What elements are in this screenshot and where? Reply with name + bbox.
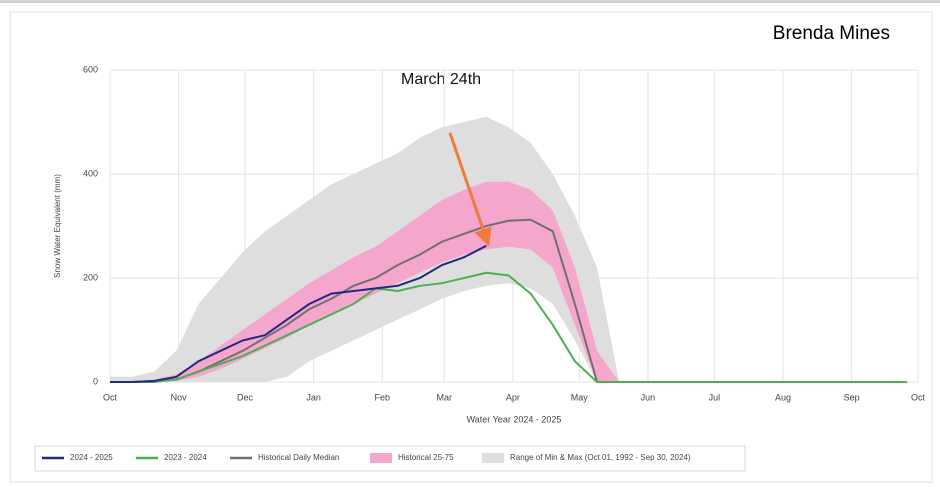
x-axis-label: Water Year 2024 - 2025 [467, 414, 562, 424]
legend-swatch [482, 453, 504, 463]
line [110, 271, 907, 383]
x-tick-label: Jan [306, 392, 321, 402]
x-tick-label: May [571, 392, 589, 402]
x-tick-label: Nov [171, 392, 188, 402]
legend-label: 2024 - 2025 [70, 453, 113, 462]
x-tick-label: Mar [437, 392, 453, 402]
x-tick-label: Feb [375, 392, 391, 402]
y-tick-label: 0 [93, 376, 98, 386]
chart-title: Brenda Mines [773, 23, 890, 44]
x-tick-label: Dec [237, 392, 254, 402]
x-tick-label: Jun [641, 392, 656, 402]
band [110, 181, 907, 382]
legend-label: Historical Daily Median [258, 453, 339, 462]
line [110, 244, 487, 383]
legend-label: Historical 25-75 [398, 453, 454, 462]
x-tick-label: Aug [775, 392, 791, 402]
x-tick-label: Sep [844, 392, 860, 402]
frame [9, 11, 933, 483]
legend-label: 2023 - 2024 [164, 453, 207, 462]
legend-swatch [370, 453, 392, 463]
y-tick-label: 200 [83, 272, 98, 282]
x-tick-label: Oct [103, 392, 118, 402]
y-tick-label: 600 [83, 64, 98, 74]
annotation: March 24th [401, 71, 481, 88]
arrow [448, 132, 492, 247]
x-tick-label: Apr [506, 392, 520, 402]
y-tick-label: 400 [83, 168, 98, 178]
x-tick-label: Oct [911, 392, 926, 402]
legend-box [34, 445, 746, 472]
legend-label: Range of Min & Max (Oct 01, 1992 - Sep 3… [510, 453, 691, 462]
y-axis-label: Snow Water Equivalent (mm) [53, 174, 62, 278]
x-tick-label: Jul [709, 392, 721, 402]
